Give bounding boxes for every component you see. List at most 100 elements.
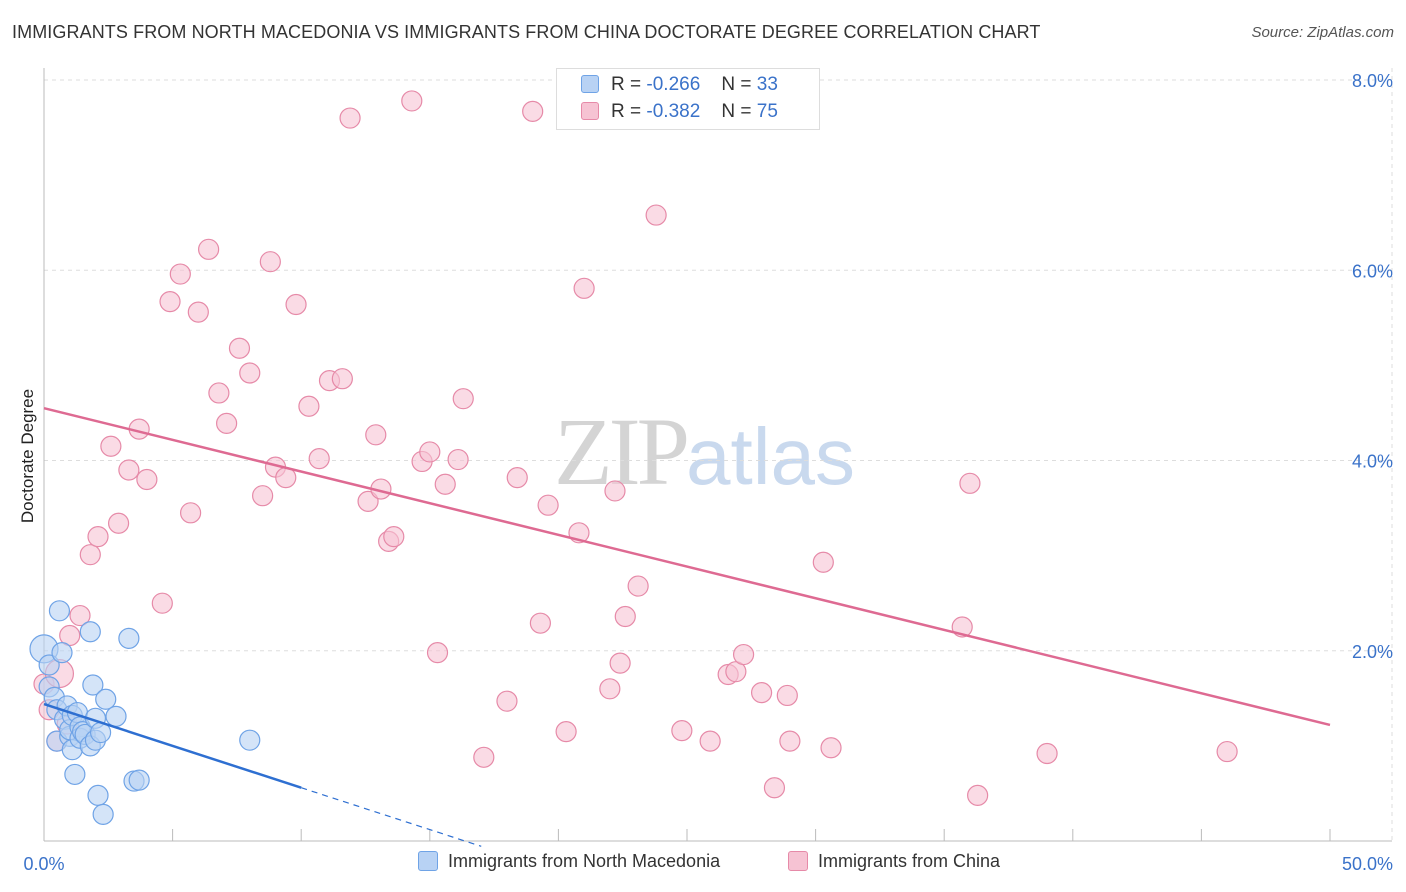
china-point (699, 730, 721, 752)
watermark-atlas: atlas (686, 412, 855, 501)
north-macedonia-point (51, 642, 73, 664)
legend-n-label: N = (721, 74, 752, 95)
north-macedonia-point (82, 674, 104, 696)
y-axis-label: Doctorate Degree (18, 388, 37, 524)
china-point (365, 424, 387, 446)
china-point (401, 90, 423, 112)
y-tick-label: 2.0% (1352, 642, 1393, 662)
china-point (812, 551, 834, 573)
legend-r-label: R = (611, 74, 642, 95)
china-point (763, 777, 786, 799)
china-point (216, 412, 238, 435)
china-trend-line (43, 406, 1331, 727)
north-macedonia-point (79, 621, 101, 643)
legend-n-value: 33 (756, 74, 778, 95)
north-macedonia-trend-extension (301, 787, 482, 847)
china-point (1036, 742, 1058, 765)
y-tick-label: 4.0% (1352, 452, 1393, 472)
china-point (1216, 740, 1238, 763)
north-macedonia-point (105, 705, 127, 727)
china-point (151, 592, 173, 614)
china-point (100, 435, 122, 457)
china-point (357, 490, 379, 513)
china-point (671, 720, 693, 742)
china-point (820, 737, 842, 759)
china-point (107, 512, 130, 534)
china-point (959, 472, 981, 494)
bottom-legend-swatch-blue (418, 851, 438, 871)
china-point (252, 485, 274, 507)
trend-lines (43, 406, 1331, 847)
source-credit: Source: ZipAtlas.com (1251, 24, 1394, 41)
china-point (239, 362, 261, 384)
china-point (198, 238, 220, 260)
x-tick-label: 0.0% (23, 854, 64, 874)
north-macedonia-point (118, 627, 140, 649)
legend-n-value: 75 (756, 101, 778, 122)
north-macedonia-trend-line (43, 702, 302, 789)
legend-r-value: -0.382 (646, 101, 701, 122)
china-point (473, 746, 495, 768)
china-point (604, 480, 626, 502)
china-point (180, 502, 202, 524)
china-point (69, 604, 91, 627)
china-point (496, 690, 518, 712)
china-points (33, 83, 1238, 806)
china-point (259, 251, 281, 273)
legend-r-value: -0.266 (646, 74, 701, 95)
china-point (331, 368, 353, 390)
bottom-legend-swatch-pink (788, 851, 808, 871)
china-point (87, 525, 109, 548)
north-macedonia-point (239, 729, 261, 751)
bottom-legend-label: Immigrants from North Macedonia (448, 851, 721, 871)
legend-n-label: N = (721, 101, 752, 122)
china-point (339, 107, 361, 129)
chart-title: IMMIGRANTS FROM NORTH MACEDONIA VS IMMIG… (12, 22, 1041, 42)
north-macedonia-point (64, 763, 86, 786)
china-point (599, 678, 621, 700)
north-macedonia-point (38, 654, 60, 676)
china-point (383, 525, 405, 548)
north-macedonia-point (92, 803, 114, 825)
china-point (779, 730, 801, 752)
legend-row-north-macedonia: R = -0.266 N = 33 (581, 74, 778, 100)
correlation-legend: R = -0.266 N = 33 R = -0.382 N = 75 (556, 68, 820, 130)
north-macedonia-point (95, 688, 117, 710)
china-point (627, 575, 649, 597)
y-tick-label: 8.0% (1352, 71, 1393, 91)
china-point (136, 468, 158, 491)
china-point (555, 721, 577, 743)
china-point (645, 204, 667, 226)
y-tick-label: 6.0% (1352, 261, 1393, 281)
china-point (308, 447, 330, 470)
china-point (208, 382, 230, 404)
china-point (285, 293, 307, 316)
china-point (169, 263, 191, 285)
bottom-legend-china: Immigrants from China (788, 851, 1000, 872)
china-point (614, 605, 636, 628)
tick-labels: 2.0% 4.0% 6.0% 8.0% 0.0% 50.0% (23, 71, 1393, 874)
china-point (228, 337, 251, 359)
north-macedonia-point (87, 784, 109, 806)
x-tick-label: 50.0% (1342, 854, 1393, 874)
legend-swatch-blue (581, 75, 599, 93)
china-point (187, 301, 209, 323)
china-point (537, 494, 559, 516)
legend-row-china: R = -0.382 N = 75 (581, 101, 778, 127)
grid-lines (44, 68, 1393, 841)
north-macedonia-point (48, 600, 71, 622)
legend-swatch-pink (581, 102, 599, 120)
north-macedonia-point (128, 769, 150, 791)
china-point (452, 388, 474, 410)
china-point (426, 642, 449, 664)
bottom-legend-label: Immigrants from China (818, 851, 1001, 871)
china-point (434, 473, 456, 495)
china-point (573, 277, 595, 299)
axes (43, 68, 1392, 842)
china-point (776, 684, 798, 707)
china-point (522, 100, 544, 122)
bottom-legend-north-macedonia: Immigrants from North Macedonia (418, 851, 720, 872)
china-point (732, 643, 755, 666)
china-point (750, 682, 773, 704)
china-point (118, 459, 140, 481)
